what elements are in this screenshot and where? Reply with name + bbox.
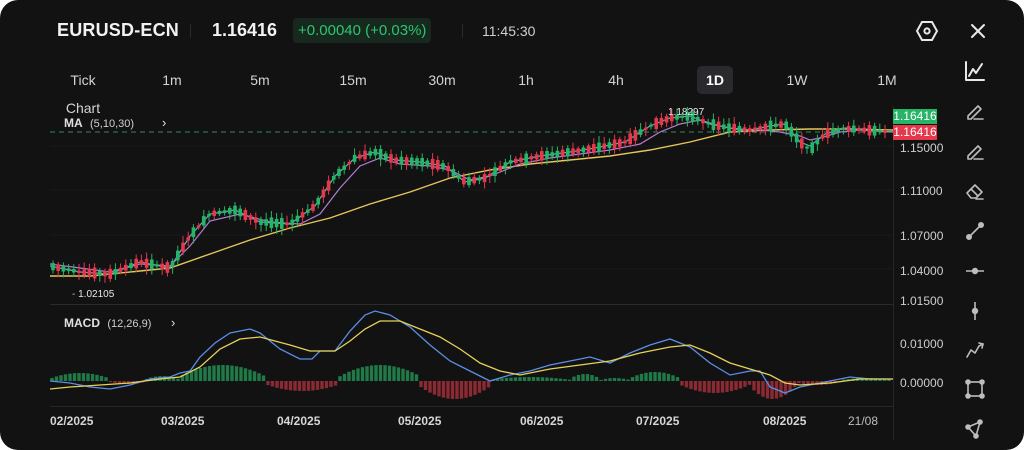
symbol-title[interactable]: EURUSD-ECN: [57, 20, 180, 40]
macd-label: MACD: [64, 316, 100, 330]
timeframe-bar: Tick Chart 1m 5m 15m 30m 1h 4h 1D 1W 1M: [0, 66, 930, 116]
low-price-value: 1.02105: [78, 289, 115, 300]
candlesticks: [51, 106, 887, 283]
x-label: 03/2025: [161, 414, 205, 428]
timeframe-tick-chart[interactable]: Tick Chart: [65, 72, 101, 116]
y-label: 1.01500: [900, 294, 944, 308]
low-price-marker: - 1.02105: [72, 289, 115, 300]
price-chart[interactable]: [50, 106, 893, 406]
macd-indicator-legend[interactable]: MACD (12,26,9): [64, 316, 151, 330]
drawing-toolbar: [956, 56, 996, 450]
price-change-badge: +0.00040 (+0.03%): [293, 18, 432, 43]
chart-type-icon: [965, 61, 985, 81]
eraser-icon: [966, 184, 984, 200]
divider: [462, 24, 463, 38]
polyline-tool-button[interactable]: [960, 336, 990, 366]
header: EURUSD-ECN 1.16416 +0.00040 (+0.03%) 11:…: [0, 0, 1024, 62]
current-price: 1.16416: [212, 20, 278, 40]
chart-type-button[interactable]: [960, 56, 990, 86]
horizontal-line-icon: [966, 267, 984, 275]
x-label-current-date: 21/08: [848, 414, 879, 428]
ma-indicator-legend[interactable]: MA (5,10,30): [64, 116, 134, 130]
y-label: 1.15000: [900, 141, 944, 155]
hexagon-settings-icon: [915, 21, 939, 41]
y-axis-divider: [893, 106, 894, 440]
polyline-icon: [966, 342, 984, 358]
x-label: 07/2025: [636, 414, 680, 428]
x-label: 04/2025: [277, 414, 321, 428]
timeframe-30m[interactable]: 30m: [428, 72, 456, 88]
pencil-line-icon: [967, 145, 984, 160]
trend-line-tool-button[interactable]: [960, 216, 990, 246]
pencil-icon: [967, 105, 984, 120]
divider: [190, 24, 191, 38]
ask-price-badge: 1.16416: [893, 125, 937, 140]
rectangle-icon: [965, 379, 985, 399]
bid-price-badge: 1.16416: [893, 109, 937, 124]
macd-params: (12,26,9): [107, 318, 152, 330]
close-icon: [971, 24, 985, 38]
vertical-line-tool-button[interactable]: [960, 296, 990, 326]
pencil-line-tool-button[interactable]: [960, 136, 990, 166]
trend-line-icon: [965, 221, 985, 241]
macd-settings-chevron-icon[interactable]: ›: [171, 315, 176, 330]
triangle-icon: [965, 419, 983, 439]
triangle-tool-button[interactable]: [960, 414, 990, 444]
macd-histogram: [50, 365, 891, 399]
macd-y-label: 0.00000: [900, 376, 944, 390]
close-button[interactable]: [965, 18, 991, 44]
high-price-marker: 1.18297: [668, 107, 705, 118]
x-axis-divider: [50, 406, 893, 407]
timeframe-1d[interactable]: 1D: [697, 66, 733, 94]
pane-divider[interactable]: [50, 304, 893, 305]
macd-chart[interactable]: [50, 305, 893, 405]
timeframe-4h[interactable]: 4h: [608, 72, 624, 88]
timeframe-15m[interactable]: 15m: [339, 72, 367, 88]
x-label: 02/2025: [50, 414, 94, 428]
settings-button[interactable]: [914, 18, 940, 44]
y-label: 1.07000: [900, 229, 944, 243]
ma-params: (5,10,30): [90, 118, 135, 130]
rectangle-tool-button[interactable]: [960, 374, 990, 404]
server-time: 11:45:30: [482, 23, 536, 39]
timeframe-5m[interactable]: 5m: [250, 72, 270, 88]
eraser-tool-button[interactable]: [960, 176, 990, 206]
timeframe-1w[interactable]: 1W: [786, 72, 808, 88]
x-label: 08/2025: [763, 414, 807, 428]
ma-label: MA: [64, 116, 83, 130]
timeframe-1h[interactable]: 1h: [518, 72, 534, 88]
x-label: 05/2025: [398, 414, 442, 428]
x-label: 06/2025: [520, 414, 564, 428]
timeframe-1m[interactable]: 1m: [162, 72, 182, 88]
vertical-line-icon: [971, 302, 979, 320]
timeframe-1mo[interactable]: 1M: [877, 72, 897, 88]
macd-y-label: 0.01000: [900, 337, 944, 351]
ma-settings-chevron-icon[interactable]: ›: [162, 115, 167, 130]
horizontal-line-tool-button[interactable]: [960, 256, 990, 286]
pencil-tool-button[interactable]: [960, 96, 990, 126]
y-label: 1.04000: [900, 264, 944, 278]
y-label: 1.11000: [900, 184, 943, 198]
